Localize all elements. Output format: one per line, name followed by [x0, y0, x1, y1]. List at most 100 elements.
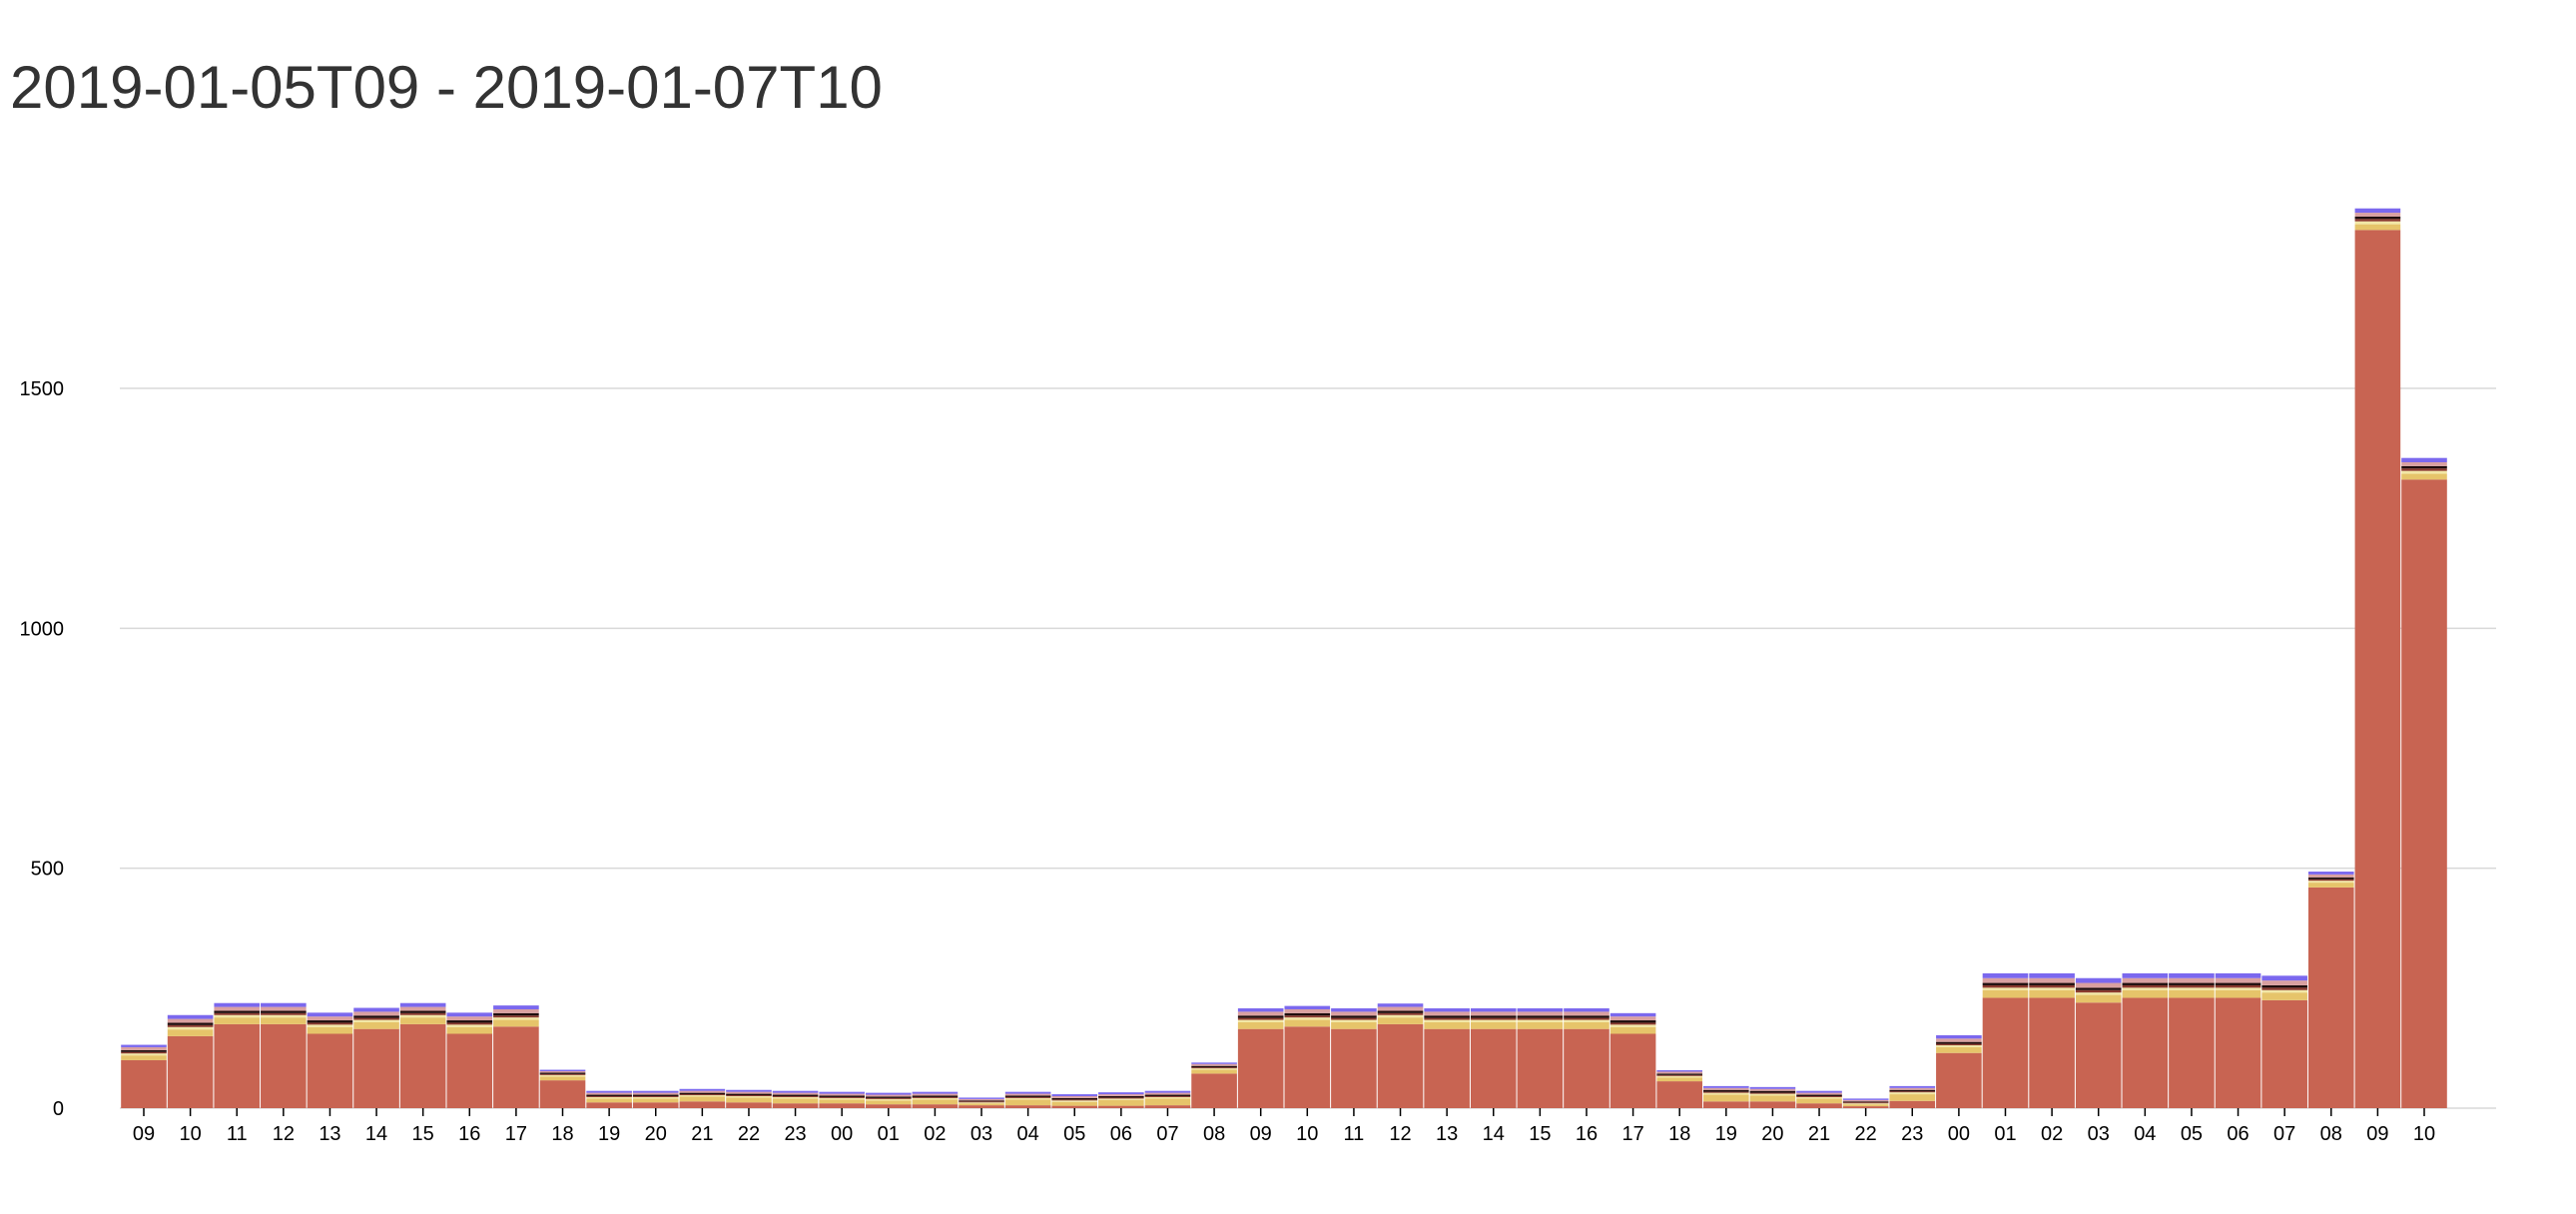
- bar-segment: [819, 1091, 865, 1094]
- bar-segment: [1517, 1019, 1564, 1022]
- bar-segment: [1842, 1098, 1889, 1100]
- bar-segment: [493, 1015, 539, 1018]
- bar-segment: [493, 1026, 539, 1108]
- bar-segment: [1470, 1019, 1517, 1022]
- bar-segment: [1936, 1052, 1982, 1108]
- x-tick-label: 10: [2413, 1123, 2435, 1145]
- x-tick-label: 18: [1668, 1123, 1690, 1145]
- bar-segment: [1051, 1101, 1098, 1106]
- bar-segment: [2354, 208, 2401, 214]
- x-tick-label: 07: [2273, 1123, 2295, 1145]
- bar-segment: [1144, 1092, 1191, 1095]
- bar-segment: [1284, 1012, 1331, 1016]
- y-tick-label: 500: [31, 859, 64, 881]
- bar-segment: [2029, 997, 2075, 1108]
- bar-segment: [1656, 1075, 1703, 1078]
- bar-segment: [214, 1010, 261, 1013]
- bar-segment: [726, 1093, 772, 1096]
- bar-segment: [1796, 1103, 1842, 1108]
- bar-segment: [726, 1095, 772, 1098]
- bar-segment: [399, 1023, 446, 1108]
- x-tick-label: 21: [691, 1123, 713, 1145]
- bar-segment: [819, 1103, 865, 1108]
- y-tick-label: 0: [53, 1098, 64, 1120]
- bar-segment: [1564, 1015, 1610, 1018]
- bar-segment: [632, 1090, 679, 1093]
- bar-segment: [819, 1097, 865, 1100]
- bar-segment: [2029, 977, 2075, 983]
- x-tick-label: 19: [1715, 1123, 1737, 1145]
- bar-segment: [1564, 1019, 1610, 1022]
- bar-segment: [2215, 997, 2261, 1108]
- bar-segment: [1936, 1041, 1982, 1044]
- bar-segment: [2122, 982, 2169, 985]
- bar-segment: [307, 1016, 353, 1021]
- bar-segment: [679, 1101, 726, 1108]
- bar-segment: [632, 1098, 679, 1103]
- x-tick-label: 14: [1483, 1123, 1505, 1145]
- bar-segment: [1982, 984, 2029, 988]
- bar-segment: [772, 1096, 819, 1099]
- bar-segment: [2169, 989, 2215, 998]
- bar-segment: [2169, 997, 2215, 1108]
- bar-segment: [2354, 213, 2401, 217]
- bar-segment: [959, 1103, 1004, 1106]
- bar-segment: [959, 1100, 1004, 1102]
- x-tick-label: 03: [2088, 1123, 2110, 1145]
- bar-segment: [2261, 975, 2307, 981]
- bar-segment: [539, 1070, 586, 1073]
- x-tick-label: 02: [2041, 1123, 2063, 1145]
- bar-segment: [353, 1019, 399, 1022]
- bar-segment: [632, 1096, 679, 1099]
- bar-segment: [2169, 984, 2215, 988]
- bar-segment: [912, 1096, 959, 1098]
- bar-segment: [539, 1073, 586, 1075]
- bar-segment: [1331, 1011, 1377, 1016]
- bar-segment: [2401, 465, 2447, 469]
- bar-segment: [1331, 1021, 1377, 1029]
- bar-segment: [1237, 1008, 1284, 1012]
- x-tick-label: 16: [1576, 1123, 1598, 1145]
- x-tick-label: 22: [738, 1123, 760, 1145]
- bar-segment: [1237, 1015, 1284, 1018]
- bar-segment: [1284, 1015, 1331, 1018]
- x-tick-label: 12: [273, 1123, 295, 1145]
- bar-segment: [726, 1091, 772, 1094]
- bar-segment: [1889, 1087, 1936, 1090]
- bar-segment: [1331, 1015, 1377, 1018]
- bar-segment: [539, 1076, 586, 1081]
- bar-segment: [679, 1094, 726, 1096]
- bar-segment: [586, 1092, 632, 1095]
- bar-segment: [1703, 1087, 1749, 1090]
- bar-segment: [679, 1092, 726, 1095]
- bar-segment: [2122, 977, 2169, 983]
- bar-segment: [679, 1096, 726, 1102]
- bar-segment: [2169, 972, 2215, 978]
- bar-segment: [2261, 999, 2307, 1108]
- bar-segment: [2075, 989, 2122, 993]
- bar-segment: [912, 1093, 959, 1096]
- bar-segment: [1982, 977, 2029, 983]
- bar-segment: [2354, 230, 2401, 1108]
- bar-segment: [865, 1100, 912, 1105]
- x-tick-label: 15: [412, 1123, 434, 1145]
- bar-segment: [1004, 1097, 1051, 1100]
- bar-segment: [353, 1015, 399, 1018]
- bar-segment: [1237, 1019, 1284, 1022]
- bar-segment: [167, 1014, 214, 1019]
- bar-segment: [2122, 972, 2169, 978]
- bar-segment: [1284, 1008, 1331, 1013]
- bar-segment: [399, 1012, 446, 1015]
- bar-segment: [307, 1033, 353, 1108]
- bar-segment: [493, 1005, 539, 1009]
- bar-segment: [399, 1010, 446, 1013]
- bar-segment: [1377, 1023, 1424, 1108]
- x-axis: 09 10 11 12 13 14 15 16 17 18 19 20 21 22 23 00 01 02 03 04…: [133, 1108, 2435, 1145]
- x-tick-label: 14: [365, 1123, 387, 1145]
- bar-segment: [586, 1094, 632, 1096]
- bar-segment: [1842, 1102, 1889, 1104]
- bar-segment: [2075, 992, 2122, 995]
- bar-segment: [2354, 219, 2401, 222]
- bar-segment: [1703, 1092, 1749, 1095]
- bar-segment: [1004, 1099, 1051, 1106]
